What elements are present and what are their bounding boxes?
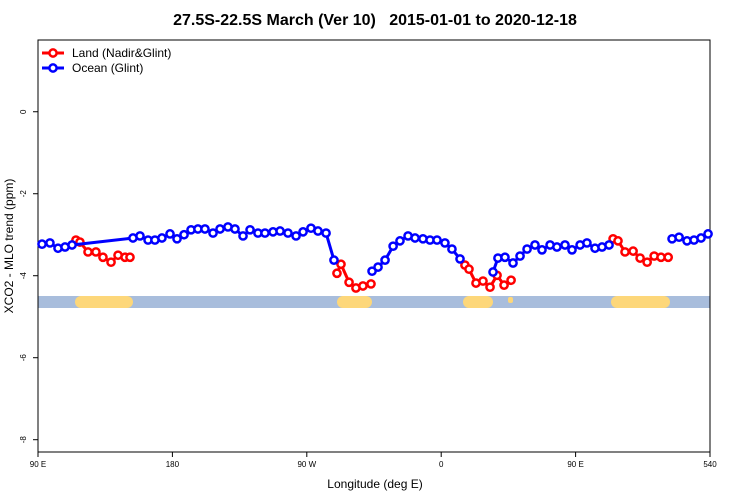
- point: [530, 240, 540, 250]
- point: [522, 244, 532, 254]
- land-strip: [508, 297, 513, 303]
- point: [332, 268, 342, 279]
- point: [455, 254, 465, 264]
- y-axis-label: XCO2 - MLO trend (ppm): [2, 179, 16, 314]
- x-tick-label: 90 W: [297, 460, 316, 469]
- point: [245, 224, 255, 235]
- point: [703, 229, 713, 239]
- point: [83, 247, 93, 257]
- point: [410, 233, 420, 243]
- land-strip: [463, 296, 493, 308]
- point: [329, 255, 339, 265]
- point: [260, 228, 270, 238]
- point: [582, 238, 592, 248]
- point: [373, 262, 383, 272]
- point: [200, 224, 210, 234]
- point: [663, 252, 674, 263]
- point: [506, 275, 516, 286]
- point: [366, 279, 376, 289]
- point: [275, 226, 285, 236]
- point: [135, 231, 145, 241]
- point: [674, 232, 684, 243]
- point: [620, 247, 630, 257]
- point: [172, 233, 182, 244]
- point: [515, 251, 525, 261]
- point: [604, 240, 614, 250]
- point: [696, 233, 706, 243]
- x-tick-label: 540: [703, 460, 717, 469]
- point: [488, 267, 498, 277]
- point: [500, 252, 510, 263]
- series: [71, 233, 674, 293]
- point: [395, 236, 405, 246]
- point: [508, 258, 518, 268]
- point: [238, 231, 248, 241]
- point: [388, 241, 398, 252]
- point: [313, 226, 323, 236]
- point: [45, 238, 55, 248]
- point: [283, 228, 293, 238]
- point: [478, 276, 488, 286]
- point: [179, 229, 189, 240]
- land-strip: [611, 296, 670, 308]
- point: [635, 253, 645, 263]
- y-tick-label: -8: [19, 436, 28, 444]
- point: [91, 247, 101, 257]
- x-axis-label: Longitude (deg E): [327, 477, 422, 491]
- point: [552, 242, 562, 252]
- y-tick-label: -4: [19, 272, 28, 280]
- point: [344, 277, 354, 288]
- ocean-strip: [38, 296, 710, 308]
- point: [125, 252, 135, 263]
- chart-title: 27.5S-22.5S March (Ver 10) 2015-01-01 to…: [173, 12, 577, 29]
- point: [98, 252, 108, 263]
- legend-marker: [48, 63, 58, 73]
- point: [613, 236, 623, 246]
- y-tick-label: 0: [19, 109, 28, 114]
- x-tick-label: 180: [166, 460, 180, 469]
- point: [447, 244, 457, 254]
- point: [537, 245, 547, 255]
- point: [37, 239, 47, 250]
- point: [440, 238, 450, 248]
- x-tick-label: 90 E: [567, 460, 583, 469]
- point: [157, 233, 167, 243]
- point: [215, 224, 225, 234]
- point: [499, 280, 509, 291]
- point: [298, 227, 308, 237]
- point: [464, 264, 474, 275]
- series: [37, 222, 713, 277]
- point: [380, 255, 390, 265]
- point: [208, 228, 218, 238]
- point: [567, 245, 577, 255]
- point: [67, 240, 77, 250]
- legend-label: Ocean (Glint): [72, 61, 143, 75]
- land-strip: [337, 296, 372, 308]
- point: [230, 224, 240, 234]
- point: [642, 257, 652, 268]
- point: [106, 257, 116, 268]
- point: [485, 282, 495, 293]
- y-tick-label: -6: [19, 354, 28, 362]
- point: [336, 259, 346, 270]
- point: [358, 281, 368, 291]
- surface-strip: [38, 296, 710, 308]
- point: [291, 231, 301, 241]
- point: [321, 228, 331, 238]
- point: [432, 235, 442, 245]
- y-tick-label: -2: [19, 190, 28, 198]
- legend-label: Land (Nadir&Glint): [72, 46, 171, 60]
- x-tick-label: 90 E: [30, 460, 46, 469]
- legend-marker: [48, 48, 58, 58]
- land-strip: [75, 296, 133, 308]
- point: [628, 246, 638, 256]
- point: [560, 240, 570, 250]
- point: [165, 229, 175, 239]
- x-tick-label: 0: [439, 460, 444, 469]
